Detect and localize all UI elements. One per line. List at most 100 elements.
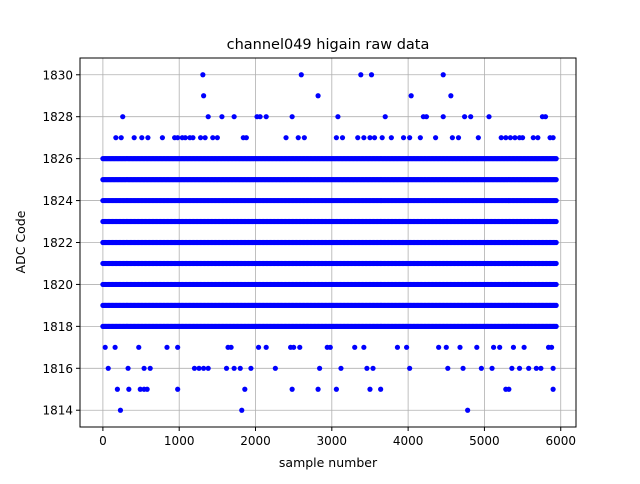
data-point	[378, 386, 384, 392]
data-point	[190, 135, 196, 141]
data-point	[407, 135, 413, 141]
data-point	[521, 344, 527, 350]
data-points	[100, 72, 559, 413]
x-tick-label: 2000	[240, 434, 271, 448]
data-point	[408, 93, 414, 99]
data-point	[315, 386, 321, 392]
data-point	[117, 407, 124, 413]
data-point	[333, 135, 339, 141]
data-point	[164, 344, 170, 350]
data-point	[202, 135, 208, 141]
data-point	[231, 114, 237, 120]
data-point	[553, 239, 559, 246]
data-point	[553, 323, 559, 329]
data-point	[137, 386, 143, 392]
data-point	[255, 344, 262, 350]
data-point	[460, 365, 466, 371]
y-axis-label: ADC Code	[13, 210, 28, 273]
data-point	[228, 344, 234, 350]
data-point	[272, 365, 278, 371]
data-point	[436, 344, 442, 350]
data-point	[538, 365, 544, 371]
y-tick-label: 1814	[42, 404, 73, 418]
data-point	[139, 135, 145, 141]
data-point	[175, 386, 181, 392]
data-point	[550, 365, 556, 371]
data-point	[315, 93, 321, 99]
data-point	[553, 156, 559, 162]
y-tick-label: 1830	[42, 68, 73, 82]
data-point	[533, 365, 539, 371]
data-point	[530, 135, 536, 141]
data-point	[201, 93, 207, 99]
data-point	[102, 344, 108, 350]
x-tick-label: 6000	[545, 434, 576, 448]
y-tick-label: 1824	[42, 194, 73, 208]
x-tick-label: 3000	[317, 434, 348, 448]
data-point	[498, 135, 504, 141]
data-point	[210, 135, 216, 141]
data-point	[371, 135, 378, 141]
data-point	[382, 114, 388, 120]
data-point	[553, 177, 559, 183]
data-point	[407, 365, 413, 371]
data-point	[548, 344, 555, 350]
data-point	[118, 135, 124, 141]
data-point	[516, 365, 523, 371]
data-point	[474, 344, 480, 350]
data-point	[141, 365, 147, 371]
data-point	[237, 365, 243, 371]
data-point	[191, 365, 198, 371]
data-point	[352, 344, 358, 350]
data-point	[510, 344, 517, 350]
data-point	[335, 114, 341, 120]
data-point	[553, 197, 559, 204]
data-point	[417, 135, 423, 141]
data-point	[317, 365, 323, 371]
data-point	[131, 135, 137, 141]
data-point	[126, 386, 132, 392]
data-point	[263, 344, 269, 350]
x-tick-label: 5000	[469, 434, 500, 448]
data-point	[379, 135, 385, 141]
y-tick-label: 1820	[42, 278, 73, 292]
data-point	[486, 114, 492, 120]
data-point	[461, 114, 468, 120]
data-point	[440, 72, 446, 78]
data-point	[197, 135, 204, 141]
data-point	[114, 386, 120, 392]
data-point	[298, 72, 304, 78]
data-point	[465, 407, 471, 413]
data-point	[457, 344, 463, 350]
data-point	[231, 365, 237, 371]
data-point	[553, 218, 559, 225]
data-point	[497, 344, 503, 350]
data-point	[364, 365, 370, 371]
data-point	[327, 344, 333, 350]
data-point	[214, 135, 220, 141]
data-point	[440, 114, 446, 120]
data-point	[239, 407, 245, 413]
chart-title: channel049 higain raw data	[227, 37, 430, 53]
data-point	[550, 135, 556, 141]
data-point	[553, 302, 559, 308]
data-point	[509, 365, 515, 371]
data-point	[175, 135, 181, 141]
data-point	[432, 135, 439, 141]
data-point	[526, 365, 532, 371]
data-point	[506, 386, 512, 392]
data-point	[423, 114, 430, 120]
data-point	[338, 365, 344, 371]
data-point	[145, 135, 151, 141]
data-point	[223, 365, 230, 371]
data-point	[159, 135, 166, 141]
y-tick-label: 1816	[42, 362, 73, 376]
data-point	[490, 344, 497, 350]
data-point	[112, 344, 118, 350]
data-point	[196, 365, 202, 371]
data-point	[297, 344, 303, 350]
data-point	[468, 114, 474, 120]
data-point	[205, 114, 211, 120]
